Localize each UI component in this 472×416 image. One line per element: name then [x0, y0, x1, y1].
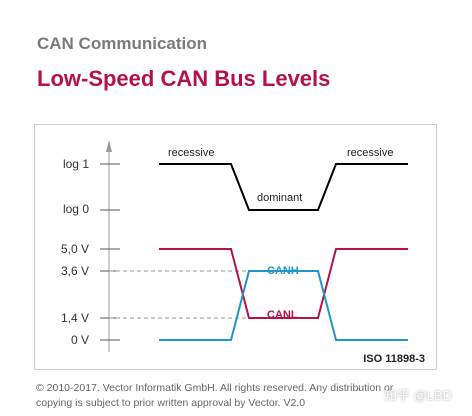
label-0v: 0 V — [71, 333, 89, 347]
axis-arrow-icon — [106, 140, 112, 152]
signal-label-canh: CANH — [267, 265, 299, 277]
logic-level-trace — [159, 163, 408, 211]
copyright-footer: © 2010-2017. Vector Informatik GmbH. All… — [36, 381, 456, 410]
signal-label-canl: CANL — [267, 309, 298, 321]
label-3-6v: 3,6 V — [61, 264, 89, 278]
page-title: Low-Speed CAN Bus Levels — [37, 66, 331, 91]
label-5v: 5,0 V — [61, 242, 89, 256]
label-log1: log 1 — [63, 157, 89, 171]
copyright-line-1: © 2010-2017. Vector Informatik GmbH. All… — [36, 382, 394, 394]
section-subtitle: CAN Communication — [37, 34, 207, 53]
state-recessive-right: recessive — [347, 147, 393, 159]
canl-trace — [159, 248, 408, 319]
state-dominant: dominant — [257, 192, 302, 204]
label-1-4v: 1,4 V — [61, 311, 89, 325]
diagram-frame — [34, 124, 437, 370]
canh-trace — [159, 270, 408, 341]
watermark: 知乎 @LBD — [384, 388, 453, 403]
copyright-line-2: copying is subject to prior written appr… — [36, 396, 306, 409]
state-recessive-left: recessive — [168, 147, 214, 159]
standard-label: ISO 11898-3 — [363, 353, 425, 365]
label-log0: log 0 — [63, 202, 89, 216]
